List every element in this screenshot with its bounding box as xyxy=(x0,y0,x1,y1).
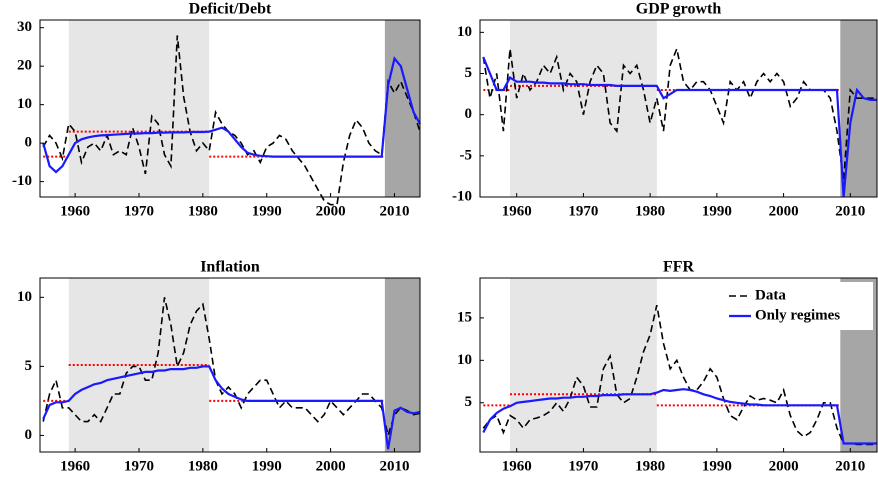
y-tick-label: 15 xyxy=(457,309,472,325)
shaded-region xyxy=(510,20,657,197)
x-tick-label: 2010 xyxy=(379,203,409,219)
x-tick-label: 1980 xyxy=(635,458,665,474)
x-tick-label: 2000 xyxy=(316,458,346,474)
y-tick-label: 30 xyxy=(17,19,32,35)
axes-box xyxy=(39,19,421,198)
y-tick-label: 0 xyxy=(25,427,33,443)
panel: 1960 1970 1980 1990 2000 2010 -10 -5 0 5 10 GDP gro… xyxy=(452,1,878,219)
series-line xyxy=(42,56,421,174)
series-line xyxy=(482,56,877,198)
shaded-region xyxy=(68,20,210,197)
shaded-region xyxy=(384,278,420,452)
y-tick-label: 10 xyxy=(457,352,472,368)
x-tick-label: 1980 xyxy=(188,203,218,219)
x-tick-label: 2010 xyxy=(835,458,865,474)
panel: 1960 1970 1980 1990 2000 2010 -10 0 10 20 30 Defici… xyxy=(12,1,421,219)
x-tick-label: 1970 xyxy=(568,203,598,219)
legend-box xyxy=(723,282,873,330)
y-tick-label: 5 xyxy=(465,65,473,81)
series-line xyxy=(42,35,421,206)
y-tick-label: 20 xyxy=(17,58,32,74)
legend-label: Data xyxy=(755,287,786,303)
chart-title: Inflation xyxy=(200,259,260,276)
x-tick-label: 2010 xyxy=(379,458,409,474)
series-line xyxy=(42,365,421,450)
shaded-region xyxy=(384,20,420,197)
x-tick-label: 1960 xyxy=(502,203,532,219)
x-tick-label: 1960 xyxy=(502,458,532,474)
legend-label: Only regimes xyxy=(755,307,840,323)
axes-box xyxy=(39,277,421,453)
x-tick-label: 1990 xyxy=(252,203,282,219)
axes-box xyxy=(479,277,878,453)
x-tick-label: 1970 xyxy=(124,203,154,219)
y-tick-label: 5 xyxy=(465,394,473,410)
chart-title: FFR xyxy=(663,259,695,276)
series-line xyxy=(42,297,421,439)
y-tick-label: 10 xyxy=(17,96,32,112)
x-tick-label: 1990 xyxy=(702,203,732,219)
x-tick-label: 1960 xyxy=(60,203,90,219)
x-tick-label: 2000 xyxy=(769,458,799,474)
y-tick-label: -10 xyxy=(452,188,472,204)
x-tick-label: 1970 xyxy=(568,458,598,474)
y-tick-label: -10 xyxy=(12,173,32,189)
x-tick-label: 2000 xyxy=(769,203,799,219)
y-tick-label: 10 xyxy=(457,24,472,40)
series-line xyxy=(482,305,877,446)
panel: 1960 1970 1980 1990 2000 2010 5 10 15 FFR Data Only… xyxy=(457,259,878,474)
y-tick-label: 10 xyxy=(17,289,32,305)
y-tick-label: 0 xyxy=(465,106,473,122)
y-tick-label: 0 xyxy=(25,135,33,151)
chart-title: Deficit/Debt xyxy=(189,1,272,18)
x-tick-label: 2000 xyxy=(316,203,346,219)
axes-box xyxy=(479,19,878,198)
x-tick-label: 1960 xyxy=(60,458,90,474)
x-tick-label: 1990 xyxy=(702,458,732,474)
y-tick-label: -5 xyxy=(460,147,473,163)
chart-title: GDP growth xyxy=(636,1,722,18)
x-tick-label: 1990 xyxy=(252,458,282,474)
shaded-region xyxy=(510,278,657,452)
x-tick-label: 1970 xyxy=(124,458,154,474)
x-tick-label: 1980 xyxy=(188,458,218,474)
y-tick-label: 5 xyxy=(25,358,33,374)
x-tick-label: 2010 xyxy=(835,203,865,219)
series-line xyxy=(482,388,877,445)
x-tick-label: 1980 xyxy=(635,203,665,219)
panel: 1960 1970 1980 1990 2000 2010 0 5 10 Inflation xyxy=(17,259,421,474)
